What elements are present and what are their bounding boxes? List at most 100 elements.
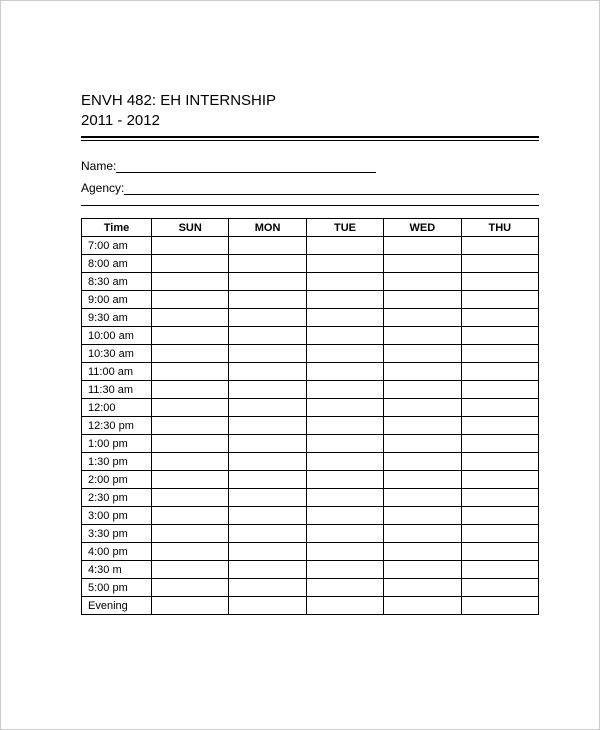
schedule-cell (461, 489, 538, 507)
schedule-cell (461, 255, 538, 273)
schedule-cell (152, 399, 229, 417)
schedule-cell (152, 507, 229, 525)
schedule-cell (461, 453, 538, 471)
schedule-cell (384, 597, 461, 615)
time-cell: 4:30 m (82, 561, 152, 579)
schedule-body: 7:00 am8:00 am8:30 am9:00 am9:30 am10:00… (82, 237, 539, 615)
schedule-cell (306, 237, 383, 255)
time-cell: Evening (82, 597, 152, 615)
schedule-cell (229, 345, 306, 363)
page-title-block: ENVH 482: EH INTERNSHIP 2011 - 2012 (81, 91, 539, 130)
schedule-cell (384, 255, 461, 273)
schedule-cell (384, 273, 461, 291)
schedule-cell (229, 525, 306, 543)
schedule-cell (306, 273, 383, 291)
schedule-cell (384, 507, 461, 525)
schedule-cell (461, 327, 538, 345)
time-cell: 9:00 am (82, 291, 152, 309)
time-cell: 10:30 am (82, 345, 152, 363)
schedule-cell (152, 363, 229, 381)
schedule-cell (384, 561, 461, 579)
schedule-cell (461, 399, 538, 417)
schedule-cell (461, 561, 538, 579)
table-row: 4:00 pm (82, 543, 539, 561)
schedule-cell (152, 273, 229, 291)
agency-input-line[interactable] (124, 182, 539, 195)
table-row: 9:00 am (82, 291, 539, 309)
table-row: 8:30 am (82, 273, 539, 291)
schedule-cell (306, 471, 383, 489)
time-cell: 11:30 am (82, 381, 152, 399)
schedule-cell (384, 453, 461, 471)
schedule-cell (306, 309, 383, 327)
schedule-cell (461, 543, 538, 561)
schedule-head: Time SUN MON TUE WED THU (82, 219, 539, 237)
schedule-cell (461, 579, 538, 597)
schedule-cell (306, 597, 383, 615)
col-header-mon: MON (229, 219, 306, 237)
schedule-cell (461, 597, 538, 615)
schedule-table: Time SUN MON TUE WED THU 7:00 am8:00 am8… (81, 218, 539, 615)
table-row: 12:00 (82, 399, 539, 417)
table-row: 12:30 pm (82, 417, 539, 435)
schedule-cell (461, 381, 538, 399)
schedule-cell (152, 453, 229, 471)
schedule-cell (152, 471, 229, 489)
table-row: 4:30 m (82, 561, 539, 579)
time-cell: 3:00 pm (82, 507, 152, 525)
schedule-cell (152, 417, 229, 435)
schedule-cell (152, 345, 229, 363)
schedule-cell (306, 435, 383, 453)
schedule-cell (384, 489, 461, 507)
schedule-cell (229, 471, 306, 489)
title-line-1: ENVH 482: EH INTERNSHIP (81, 91, 539, 111)
schedule-cell (461, 237, 538, 255)
time-cell: 3:30 pm (82, 525, 152, 543)
time-cell: 11:00 am (82, 363, 152, 381)
table-row: 2:30 pm (82, 489, 539, 507)
time-cell: 10:00 am (82, 327, 152, 345)
schedule-cell (461, 471, 538, 489)
col-header-thu: THU (461, 219, 538, 237)
schedule-cell (152, 543, 229, 561)
schedule-cell (152, 489, 229, 507)
schedule-cell (306, 579, 383, 597)
schedule-cell (152, 291, 229, 309)
table-row: 8:00 am (82, 255, 539, 273)
time-cell: 1:00 pm (82, 435, 152, 453)
schedule-cell (461, 417, 538, 435)
schedule-cell (152, 597, 229, 615)
time-cell: 9:30 am (82, 309, 152, 327)
schedule-cell (229, 309, 306, 327)
time-cell: 1:30 pm (82, 453, 152, 471)
schedule-cell (384, 327, 461, 345)
table-row: 1:30 pm (82, 453, 539, 471)
schedule-cell (229, 543, 306, 561)
schedule-cell (384, 417, 461, 435)
schedule-cell (384, 399, 461, 417)
schedule-cell (229, 363, 306, 381)
table-row: 7:00 am (82, 237, 539, 255)
schedule-cell (306, 489, 383, 507)
time-cell: 5:00 pm (82, 579, 152, 597)
schedule-cell (306, 453, 383, 471)
schedule-cell (152, 255, 229, 273)
schedule-cell (229, 381, 306, 399)
schedule-cell (152, 237, 229, 255)
name-input-line[interactable] (116, 160, 376, 173)
schedule-cell (229, 435, 306, 453)
schedule-cell (152, 525, 229, 543)
schedule-cell (306, 291, 383, 309)
schedule-cell (461, 525, 538, 543)
schedule-cell (152, 579, 229, 597)
schedule-cell (384, 345, 461, 363)
schedule-cell (384, 525, 461, 543)
table-row: 10:30 am (82, 345, 539, 363)
schedule-cell (229, 399, 306, 417)
table-row: 5:00 pm (82, 579, 539, 597)
schedule-cell (384, 579, 461, 597)
name-field-row: Name: (81, 159, 539, 173)
schedule-cell (229, 597, 306, 615)
schedule-cell (229, 327, 306, 345)
schedule-cell (384, 237, 461, 255)
